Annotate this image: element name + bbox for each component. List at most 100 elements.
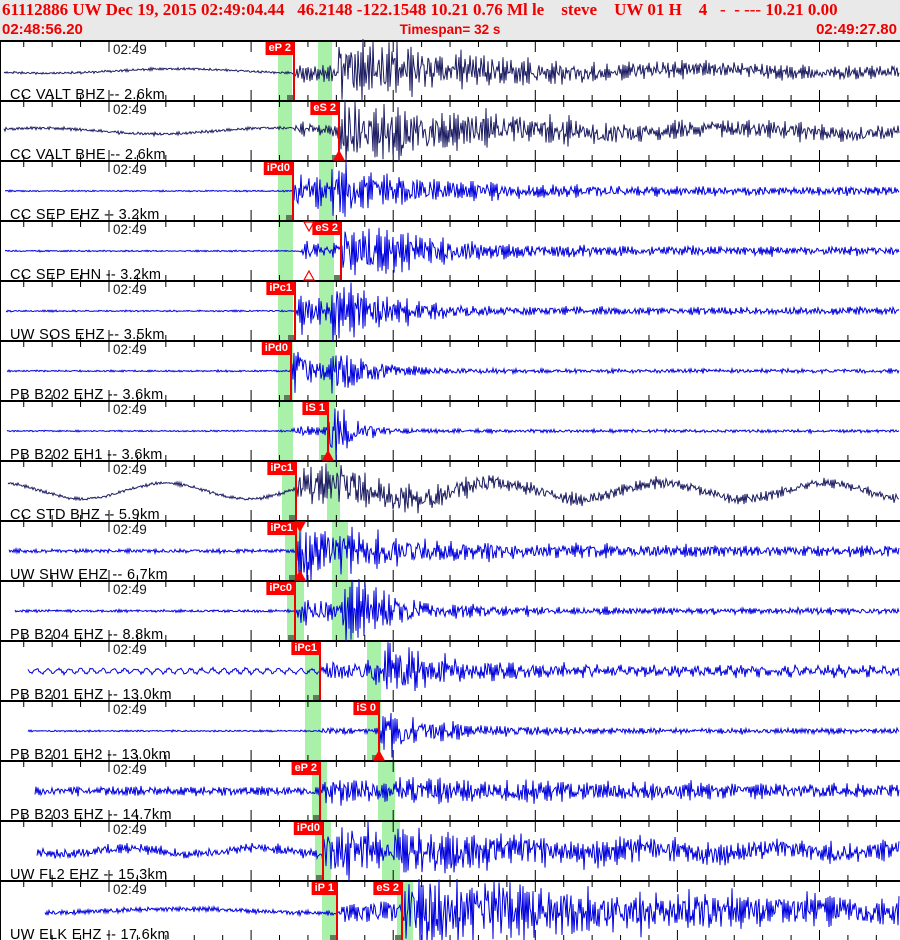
trace-row[interactable]: 02:49 UW ELK EHZ -- 17.6km iP 1 eS 2: [1, 878, 900, 940]
waveform-canvas[interactable]: [1, 762, 900, 820]
pick-flag[interactable]: eP 2: [291, 762, 320, 775]
pick-flag[interactable]: eP 2: [265, 42, 294, 55]
pick-flag[interactable]: iPc1: [266, 282, 295, 295]
second-tick-marks: [23, 222, 877, 280]
trace-row[interactable]: 02:49 CC SEP EHN -- 3.2km eS 2: [1, 221, 900, 283]
pick-flag[interactable]: iS 0: [353, 702, 379, 715]
pick-flag[interactable]: eS 2: [312, 222, 341, 235]
pick-flag[interactable]: iPc1: [291, 642, 320, 655]
trace-row[interactable]: 02:49 PB B204 EHZ -- 8.8km iPc0: [1, 578, 900, 644]
waveform-canvas[interactable]: [1, 342, 900, 400]
pick-flag[interactable]: eS 2: [373, 882, 402, 895]
pick-base-marker: [395, 935, 401, 940]
pick-time-line[interactable]: [340, 222, 342, 280]
pick-time-line[interactable]: [327, 402, 329, 460]
pick-flag[interactable]: iPd0: [263, 162, 293, 175]
pick-time-line[interactable]: [338, 102, 340, 160]
seismogram-trace: [7, 463, 900, 514]
second-tick-marks: [23, 462, 877, 520]
pick-time-line[interactable]: [378, 702, 380, 760]
phase-marker-triangle: [372, 749, 386, 761]
phase-window-band: [282, 462, 296, 520]
seismogram-trace: [44, 878, 900, 940]
window-end-time: 02:49:27.80: [816, 21, 897, 38]
seismogram-trace: [4, 161, 900, 217]
station-label: PB B201 EH2 -- 13.0km: [10, 747, 172, 763]
second-tick-marks: [23, 702, 877, 760]
second-tick-marks: [23, 582, 877, 640]
seismogram-trace: [34, 777, 900, 806]
seismogram-trace: [27, 712, 900, 758]
trace-row[interactable]: 02:49 UW SOS EHZ -- 3.5km iPc1: [1, 282, 900, 344]
pick-flag[interactable]: iPc1: [267, 522, 296, 535]
event-header: 61112886 UW Dec 19, 2015 02:49:04.44 46.…: [0, 0, 900, 40]
waveform-canvas[interactable]: [1, 38, 900, 101]
pick-time-line[interactable]: [401, 882, 403, 940]
time-axis-header: 02:48:56.20 Timespan= 32 s 02:49:27.80: [0, 20, 900, 40]
trace-row[interactable]: 02:49 UW SHW EHZ -- 6.7km iPc1: [1, 521, 900, 584]
phase-marker-triangle: [293, 521, 307, 533]
pick-flag[interactable]: iP 1: [311, 882, 337, 895]
trace-row[interactable]: 02:49 UW FL2 EHZ -- 15.3km iPd0: [1, 821, 900, 883]
trace-row[interactable]: 02:49 CC STD BHZ -- 5.9km iPc1: [1, 462, 900, 523]
station-label: CC SEP EHN -- 3.2km: [10, 267, 162, 283]
pick-time-line[interactable]: [336, 882, 338, 940]
pick-flag[interactable]: iPc1: [267, 462, 296, 475]
timespan-label: Timespan= 32 s: [399, 22, 501, 37]
pick-base-marker: [330, 935, 336, 940]
pick-time-line[interactable]: [322, 822, 324, 880]
event-summary-title: 61112886 UW Dec 19, 2015 02:49:04.44 46.…: [2, 0, 838, 19]
pick-time-line[interactable]: [295, 522, 297, 580]
second-tick-marks: [23, 42, 877, 100]
phase-window-band: [319, 222, 334, 280]
waveform-canvas[interactable]: [1, 462, 900, 520]
waveform-canvas[interactable]: [1, 878, 900, 940]
station-label: PB B203 EHZ -- 14.7km: [10, 807, 172, 823]
pick-flag[interactable]: eS 2: [310, 102, 339, 115]
trace-row[interactable]: 02:49 PB B202 EHZ -- 3.6km iPd0: [1, 342, 900, 403]
seismogram-trace: [8, 526, 900, 584]
pick-time-line[interactable]: [319, 642, 321, 700]
waveform-canvas[interactable]: [1, 99, 900, 164]
phase-marker-triangle: [293, 569, 307, 581]
phase-window-band: [278, 42, 292, 100]
waveform-canvas[interactable]: [1, 161, 900, 220]
station-label: UW SHW EHZ -- 6.7km: [10, 567, 168, 583]
phase-window-band: [305, 642, 321, 700]
pick-flag[interactable]: iPd0: [261, 342, 291, 355]
trace-row[interactable]: 02:49 CC SEP EHZ -- 3.2km iPd0: [1, 161, 900, 223]
seismogram-trace: [14, 578, 900, 644]
pick-time-line[interactable]: [293, 42, 295, 100]
trace-row[interactable]: 02:49 PB B202 EH1 -- 3.6km iS 1: [1, 402, 900, 463]
trace-row[interactable]: 02:49 PB B201 EHZ -- 13.0km iPc1: [1, 642, 900, 703]
station-label: CC STD BHZ -- 5.9km: [10, 507, 160, 523]
station-label: PB B204 EHZ -- 8.8km: [10, 627, 164, 643]
pick-time-line[interactable]: [294, 582, 296, 640]
pick-base-marker: [334, 275, 340, 280]
pick-time-line[interactable]: [292, 162, 294, 220]
trace-row[interactable]: 02:49 CC VALT BHZ -- 2.6km eP 2: [1, 38, 900, 103]
station-label: UW ELK EHZ -- 17.6km: [10, 927, 170, 940]
trace-row[interactable]: 02:49 CC VALT BHE -- 2.6km eS 2: [1, 99, 900, 164]
pick-time-line[interactable]: [295, 462, 297, 520]
pick-base-marker: [313, 815, 319, 820]
pick-flag[interactable]: iS 1: [302, 402, 328, 415]
trace-row[interactable]: 02:49 PB B201 EH2 -- 13.0km iS 0: [1, 702, 900, 763]
phase-window-band: [327, 462, 340, 520]
waveform-canvas[interactable]: [1, 642, 900, 700]
waveform-canvas[interactable]: [1, 821, 900, 882]
seismogram-trace: [36, 821, 900, 882]
pick-flag[interactable]: iPd0: [293, 822, 323, 835]
waveform-canvas[interactable]: [1, 702, 900, 761]
pick-time-line[interactable]: [319, 762, 321, 820]
trace-row[interactable]: 02:49 PB B203 EHZ -- 14.7km eP 2: [1, 762, 900, 823]
waveform-canvas[interactable]: [1, 578, 900, 644]
pick-time-line[interactable]: [290, 342, 292, 400]
pick-flag[interactable]: iPc0: [266, 582, 295, 595]
waveform-canvas[interactable]: [1, 282, 900, 344]
waveform-canvas[interactable]: [1, 521, 900, 584]
pick-time-line[interactable]: [294, 282, 296, 340]
waveform-canvas[interactable]: [1, 402, 900, 463]
waveform-canvas[interactable]: [1, 221, 900, 281]
